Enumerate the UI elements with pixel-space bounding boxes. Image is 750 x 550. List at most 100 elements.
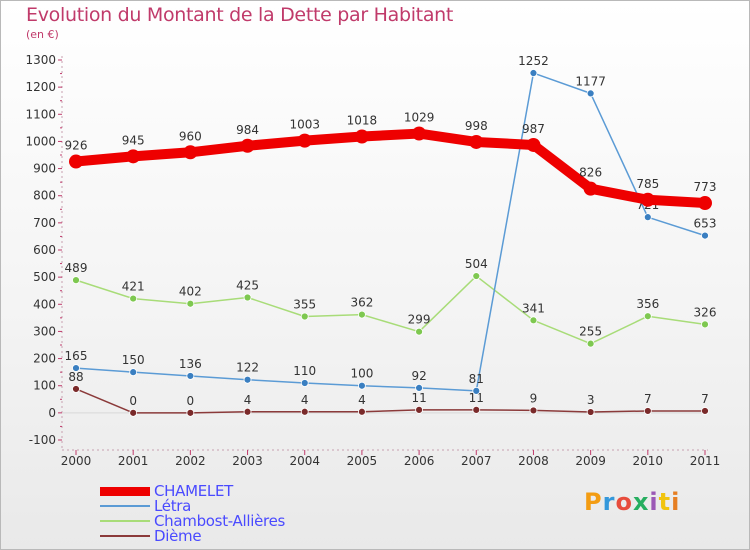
series-line [75, 72, 706, 392]
data-label: 7 [644, 392, 652, 406]
data-label: 255 [579, 325, 602, 339]
legend-label: Dième [154, 527, 202, 545]
data-label: 355 [293, 298, 316, 312]
data-label: 826 [579, 166, 602, 180]
chart-title: Evolution du Montant de la Dette par Hab… [26, 4, 454, 26]
legend-swatch [100, 520, 150, 522]
data-label: 489 [65, 261, 88, 275]
data-point [583, 181, 598, 196]
data-label: 4 [358, 393, 366, 407]
data-label: 4 [301, 393, 309, 407]
data-point [358, 407, 366, 416]
data-point [526, 137, 541, 152]
x-tick-label: 2009 [575, 454, 606, 468]
x-tick-label: 2010 [633, 454, 664, 468]
x-tick-label: 2005 [347, 454, 378, 468]
data-point [72, 276, 80, 285]
data-point [186, 372, 195, 380]
data-label: 504 [465, 257, 488, 271]
data-label: 122 [236, 361, 259, 375]
data-point [72, 385, 80, 393]
data-label: 341 [522, 301, 545, 315]
series-line [71, 128, 710, 209]
y-tick-label: 1300 [25, 53, 56, 67]
data-label: 1177 [575, 74, 606, 88]
logo-letter: o [615, 488, 633, 516]
data-point [243, 407, 252, 416]
data-point [586, 89, 595, 98]
logo-letter: t [658, 488, 672, 516]
x-tick-label: 2002 [175, 454, 206, 468]
data-point [701, 407, 709, 415]
data-label: 945 [122, 133, 145, 147]
data-label: 165 [65, 349, 88, 363]
data-label: 299 [408, 313, 431, 327]
data-label: 11 [411, 391, 426, 405]
y-tick-label: 0 [48, 406, 56, 420]
x-tick-label: 2007 [461, 454, 492, 468]
data-point [126, 149, 141, 164]
logo-letter: r [602, 488, 616, 516]
data-point [529, 406, 538, 415]
legend-swatch [100, 505, 150, 507]
data-point [129, 408, 138, 417]
data-point [358, 381, 366, 390]
data-point [640, 192, 655, 207]
data-point [69, 154, 83, 169]
data-point [243, 293, 252, 302]
series-chambost-alli-res: 489 421 402 425 355 362 299 504 341 255 356 326 [65, 257, 717, 348]
data-point [469, 134, 484, 149]
legend-label: CHAMELET [154, 482, 234, 500]
data-label: 1029 [404, 111, 435, 125]
data-point [183, 145, 198, 160]
logo-letter: i [649, 488, 659, 516]
y-tick-label: -100 [29, 433, 56, 447]
y-tick-label: 500 [33, 270, 56, 284]
logo-letter: i [671, 488, 681, 516]
data-label: 81 [469, 372, 484, 386]
data-label: 326 [694, 305, 717, 319]
data-label: 1018 [347, 114, 378, 128]
data-point [643, 312, 652, 321]
data-label: 92 [411, 369, 426, 383]
data-point [701, 320, 709, 329]
data-point [472, 405, 481, 414]
data-label: 7 [701, 392, 709, 406]
data-point [472, 272, 481, 280]
logo-letter: x [632, 488, 650, 516]
y-tick-label: 800 [33, 189, 56, 203]
x-tick-label: 2011 [690, 454, 721, 468]
legend-label: Létra [154, 497, 192, 515]
legend-label: Chambost-Allières [154, 512, 286, 530]
series-chamelet: 926 945 960 984 1003 1018 1029 998 987 826 785 773 [65, 111, 716, 211]
data-label: 100 [350, 367, 373, 381]
y-tick-label: 200 [33, 352, 56, 366]
data-label: 88 [68, 370, 83, 384]
data-label: 425 [236, 279, 259, 293]
data-point [243, 375, 252, 384]
series-line [75, 275, 706, 345]
y-tick-label: 600 [33, 243, 56, 257]
data-label: 987 [522, 122, 545, 136]
data-label: 926 [65, 139, 88, 153]
data-label: 998 [465, 119, 488, 133]
y-tick-label: 400 [33, 297, 56, 311]
y-tick-label: 700 [33, 216, 56, 230]
data-label: 1003 [289, 118, 320, 132]
data-label: 11 [469, 391, 484, 405]
data-point [186, 408, 195, 417]
data-point [412, 126, 427, 141]
data-label: 0 [187, 394, 195, 408]
data-point [586, 408, 595, 416]
data-point [415, 383, 423, 392]
data-point [529, 316, 538, 325]
data-label: 1252 [518, 54, 549, 68]
data-point [240, 138, 255, 153]
y-tick-label: 300 [33, 324, 56, 338]
legend-item: Chambost-Allières [100, 512, 360, 530]
x-tick-label: 2004 [289, 454, 320, 468]
legend-swatch [100, 535, 150, 537]
y-tick-label: 1100 [25, 107, 56, 121]
data-point [529, 69, 538, 77]
